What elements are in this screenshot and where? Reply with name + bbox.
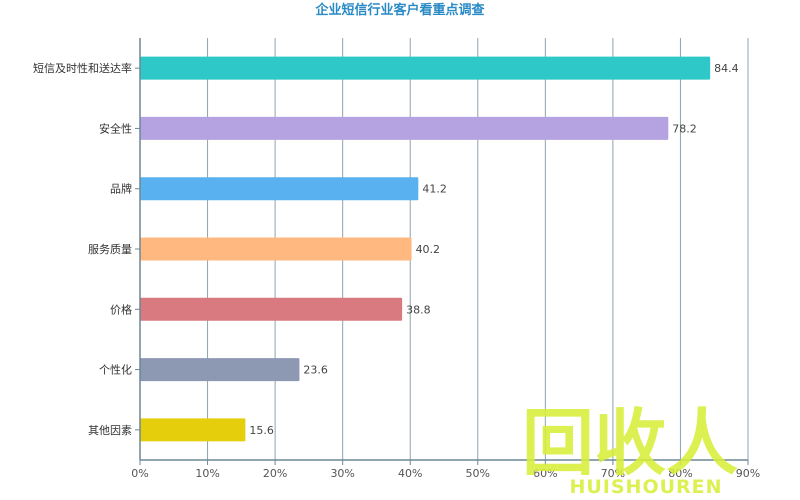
watermark-logo: 回收人 HUISHOUREN <box>522 401 738 498</box>
bar <box>140 177 419 201</box>
data-label: 84.4 <box>714 62 739 75</box>
grid-lines <box>207 38 749 460</box>
data-label: 78.2 <box>672 122 697 135</box>
chart-title: 企业短信行业客户看重点调查 <box>314 2 485 18</box>
x-tick-label: 80% <box>668 467 692 480</box>
data-label: 38.8 <box>406 303 431 316</box>
category-label: 短信及时性和送达率 <box>33 61 132 75</box>
category-label: 价格 <box>110 302 132 316</box>
bar <box>140 418 246 442</box>
category-label: 其他因素 <box>88 424 132 437</box>
data-label: 40.2 <box>416 243 441 256</box>
bar <box>140 237 412 261</box>
data-label: 41.2 <box>422 183 447 196</box>
labels: 0% 10% 20% 30% 40% 50% 60% 70% 80% 90% 短信及时性和送达率 84… <box>33 61 760 480</box>
x-tick-label: 40% <box>398 467 422 480</box>
bars <box>140 56 711 442</box>
category-label: 安全性 <box>99 121 132 135</box>
x-tick-label: 20% <box>263 467 287 480</box>
watermark-subtext: HUISHOUREN <box>569 476 722 498</box>
axes <box>135 38 749 465</box>
x-tick-label: 50% <box>466 467 490 480</box>
x-tick-label: 60% <box>533 467 557 480</box>
bar <box>140 358 300 382</box>
x-tick-label: 0% <box>131 467 148 480</box>
x-tick-label: 70% <box>601 467 625 480</box>
category-label: 服务质量 <box>88 243 132 256</box>
data-label: 15.6 <box>249 424 273 437</box>
x-tick-label: 10% <box>195 467 219 480</box>
x-tick-label: 30% <box>330 467 354 480</box>
x-tick-label: 90% <box>736 467 760 480</box>
bar <box>140 297 403 321</box>
watermark-text: 回收人 <box>522 401 738 485</box>
category-label: 品牌 <box>110 182 132 196</box>
bar <box>140 116 669 140</box>
bar <box>140 56 711 80</box>
category-label: 个性化 <box>99 363 132 377</box>
data-label: 23.6 <box>303 364 328 377</box>
